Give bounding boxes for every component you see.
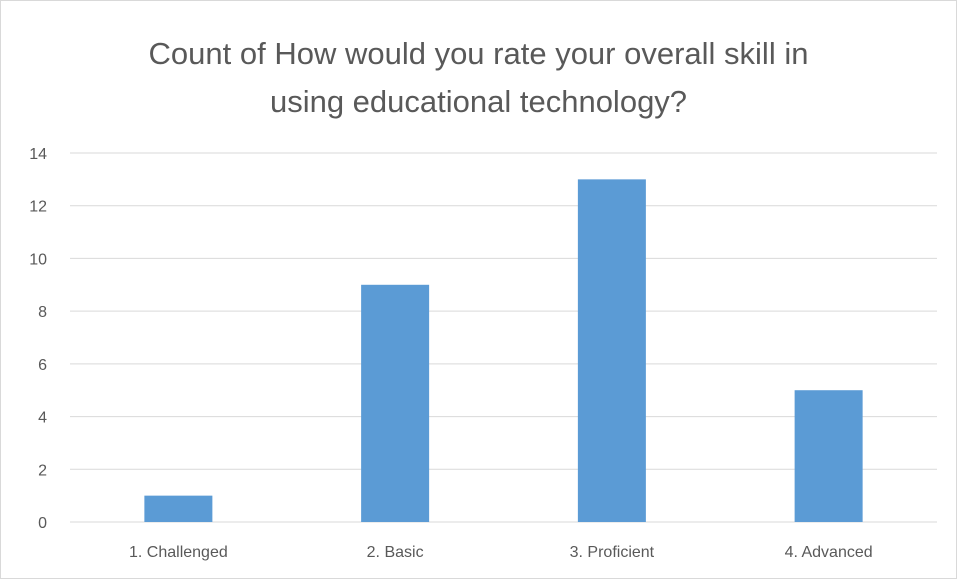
bar-2 [361,284,430,522]
y-tick-label-12: 12 [29,199,47,216]
y-tick-label-2: 2 [38,462,47,479]
bar-1 [144,495,213,522]
y-tick-label-6: 6 [38,357,47,374]
y-tick-label-0: 0 [38,515,47,532]
x-tick-label-1: 1. Challenged [129,544,228,561]
chart-title-line-1: Count of How would you rate your overall… [148,36,809,71]
chart-title: Count of How would you rate your overall… [0,30,957,126]
x-tick-label-2: 2. Basic [367,544,424,561]
y-tick-label-10: 10 [29,251,47,268]
x-tick-label-4: 4. Advanced [785,544,873,561]
x-tick-label-3: 3. Proficient [570,544,655,561]
y-tick-label-8: 8 [38,304,47,321]
y-tick-label-4: 4 [38,410,47,427]
bar-4 [794,390,863,522]
chart-title-line-2: using educational technology? [269,84,688,119]
bar-3 [577,179,646,522]
y-tick-label-14: 14 [29,146,47,163]
